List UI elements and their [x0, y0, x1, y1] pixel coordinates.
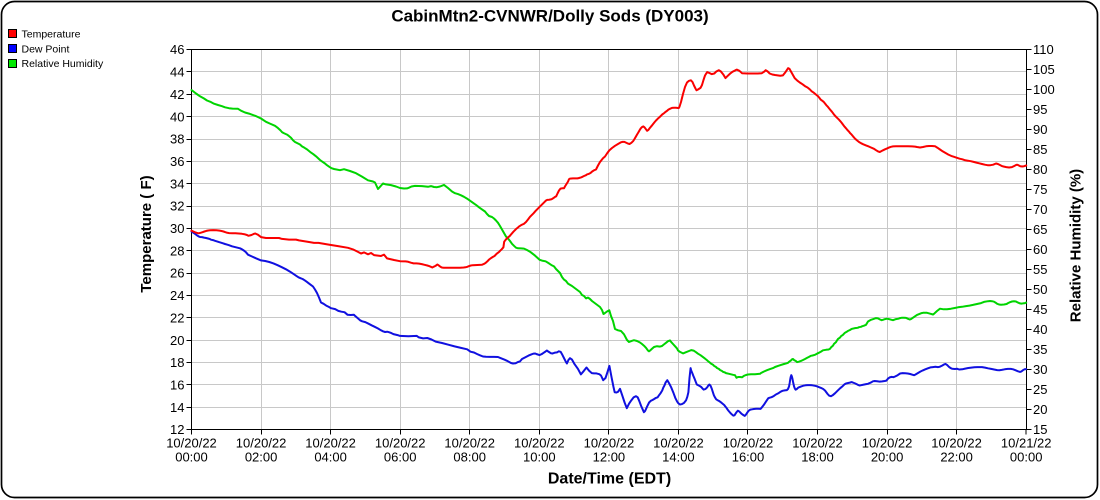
svg-text:CabinMtn2-CVNWR/Dolly Sods (DY: CabinMtn2-CVNWR/Dolly Sods (DY003): [391, 7, 708, 26]
svg-text:10/20/22: 10/20/22: [653, 436, 704, 451]
svg-text:Relative Humidity: Relative Humidity: [22, 58, 104, 70]
svg-text:55: 55: [1033, 262, 1047, 277]
svg-text:00:00: 00:00: [175, 450, 208, 465]
svg-text:12: 12: [170, 422, 184, 437]
svg-text:44: 44: [170, 65, 184, 80]
svg-text:24: 24: [170, 288, 184, 303]
svg-text:10/20/22: 10/20/22: [375, 436, 426, 451]
svg-text:22: 22: [170, 310, 184, 325]
svg-text:10/20/22: 10/20/22: [931, 436, 982, 451]
svg-text:30: 30: [170, 221, 184, 236]
svg-text:10/20/22: 10/20/22: [792, 436, 843, 451]
svg-text:10/20/22: 10/20/22: [584, 436, 635, 451]
svg-text:10/20/22: 10/20/22: [236, 436, 287, 451]
svg-text:40: 40: [1033, 322, 1047, 337]
svg-text:10/21/22: 10/21/22: [1001, 436, 1052, 451]
svg-text:Dew Point: Dew Point: [22, 44, 70, 56]
svg-text:105: 105: [1033, 62, 1055, 77]
svg-text:30: 30: [1033, 362, 1047, 377]
svg-text:32: 32: [170, 199, 184, 214]
svg-text:12:00: 12:00: [593, 450, 626, 465]
svg-text:28: 28: [170, 243, 184, 258]
svg-text:Date/Time (EDT): Date/Time (EDT): [548, 471, 671, 488]
svg-text:34: 34: [170, 176, 184, 191]
svg-text:90: 90: [1033, 122, 1047, 137]
svg-text:14: 14: [170, 400, 184, 415]
svg-text:36: 36: [170, 154, 184, 169]
svg-text:26: 26: [170, 266, 184, 281]
svg-text:46: 46: [170, 42, 184, 57]
svg-text:20: 20: [170, 333, 184, 348]
svg-text:45: 45: [1033, 302, 1047, 317]
svg-text:16: 16: [170, 378, 184, 393]
svg-text:10/20/22: 10/20/22: [166, 436, 217, 451]
svg-text:18:00: 18:00: [801, 450, 834, 465]
svg-text:38: 38: [170, 132, 184, 147]
svg-text:04:00: 04:00: [314, 450, 347, 465]
svg-text:42: 42: [170, 87, 184, 102]
svg-text:75: 75: [1033, 182, 1047, 197]
svg-text:85: 85: [1033, 142, 1047, 157]
svg-text:65: 65: [1033, 222, 1047, 237]
svg-text:20:00: 20:00: [871, 450, 904, 465]
svg-text:06:00: 06:00: [384, 450, 417, 465]
svg-text:22:00: 22:00: [940, 450, 973, 465]
svg-text:10/20/22: 10/20/22: [305, 436, 356, 451]
svg-text:80: 80: [1033, 162, 1047, 177]
svg-text:10/20/22: 10/20/22: [723, 436, 774, 451]
svg-text:00:00: 00:00: [1010, 450, 1043, 465]
svg-text:10/20/22: 10/20/22: [862, 436, 913, 451]
svg-text:16:00: 16:00: [732, 450, 765, 465]
svg-text:Temperature: Temperature: [22, 29, 81, 41]
svg-text:70: 70: [1033, 202, 1047, 217]
svg-text:25: 25: [1033, 382, 1047, 397]
svg-text:100: 100: [1033, 82, 1055, 97]
svg-text:08:00: 08:00: [453, 450, 486, 465]
svg-text:02:00: 02:00: [245, 450, 278, 465]
svg-text:60: 60: [1033, 242, 1047, 257]
svg-text:15: 15: [1033, 422, 1047, 437]
svg-text:Temperature ( F): Temperature ( F): [138, 175, 155, 292]
svg-text:40: 40: [170, 109, 184, 124]
svg-text:10/20/22: 10/20/22: [514, 436, 565, 451]
svg-text:14:00: 14:00: [662, 450, 695, 465]
svg-text:Relative Humidity (%): Relative Humidity (%): [1068, 169, 1085, 322]
svg-text:20: 20: [1033, 402, 1047, 417]
svg-text:35: 35: [1033, 342, 1047, 357]
svg-text:10:00: 10:00: [523, 450, 556, 465]
svg-text:18: 18: [170, 355, 184, 370]
svg-text:10/20/22: 10/20/22: [444, 436, 495, 451]
svg-text:50: 50: [1033, 282, 1047, 297]
svg-text:110: 110: [1033, 42, 1054, 57]
svg-text:95: 95: [1033, 102, 1047, 117]
